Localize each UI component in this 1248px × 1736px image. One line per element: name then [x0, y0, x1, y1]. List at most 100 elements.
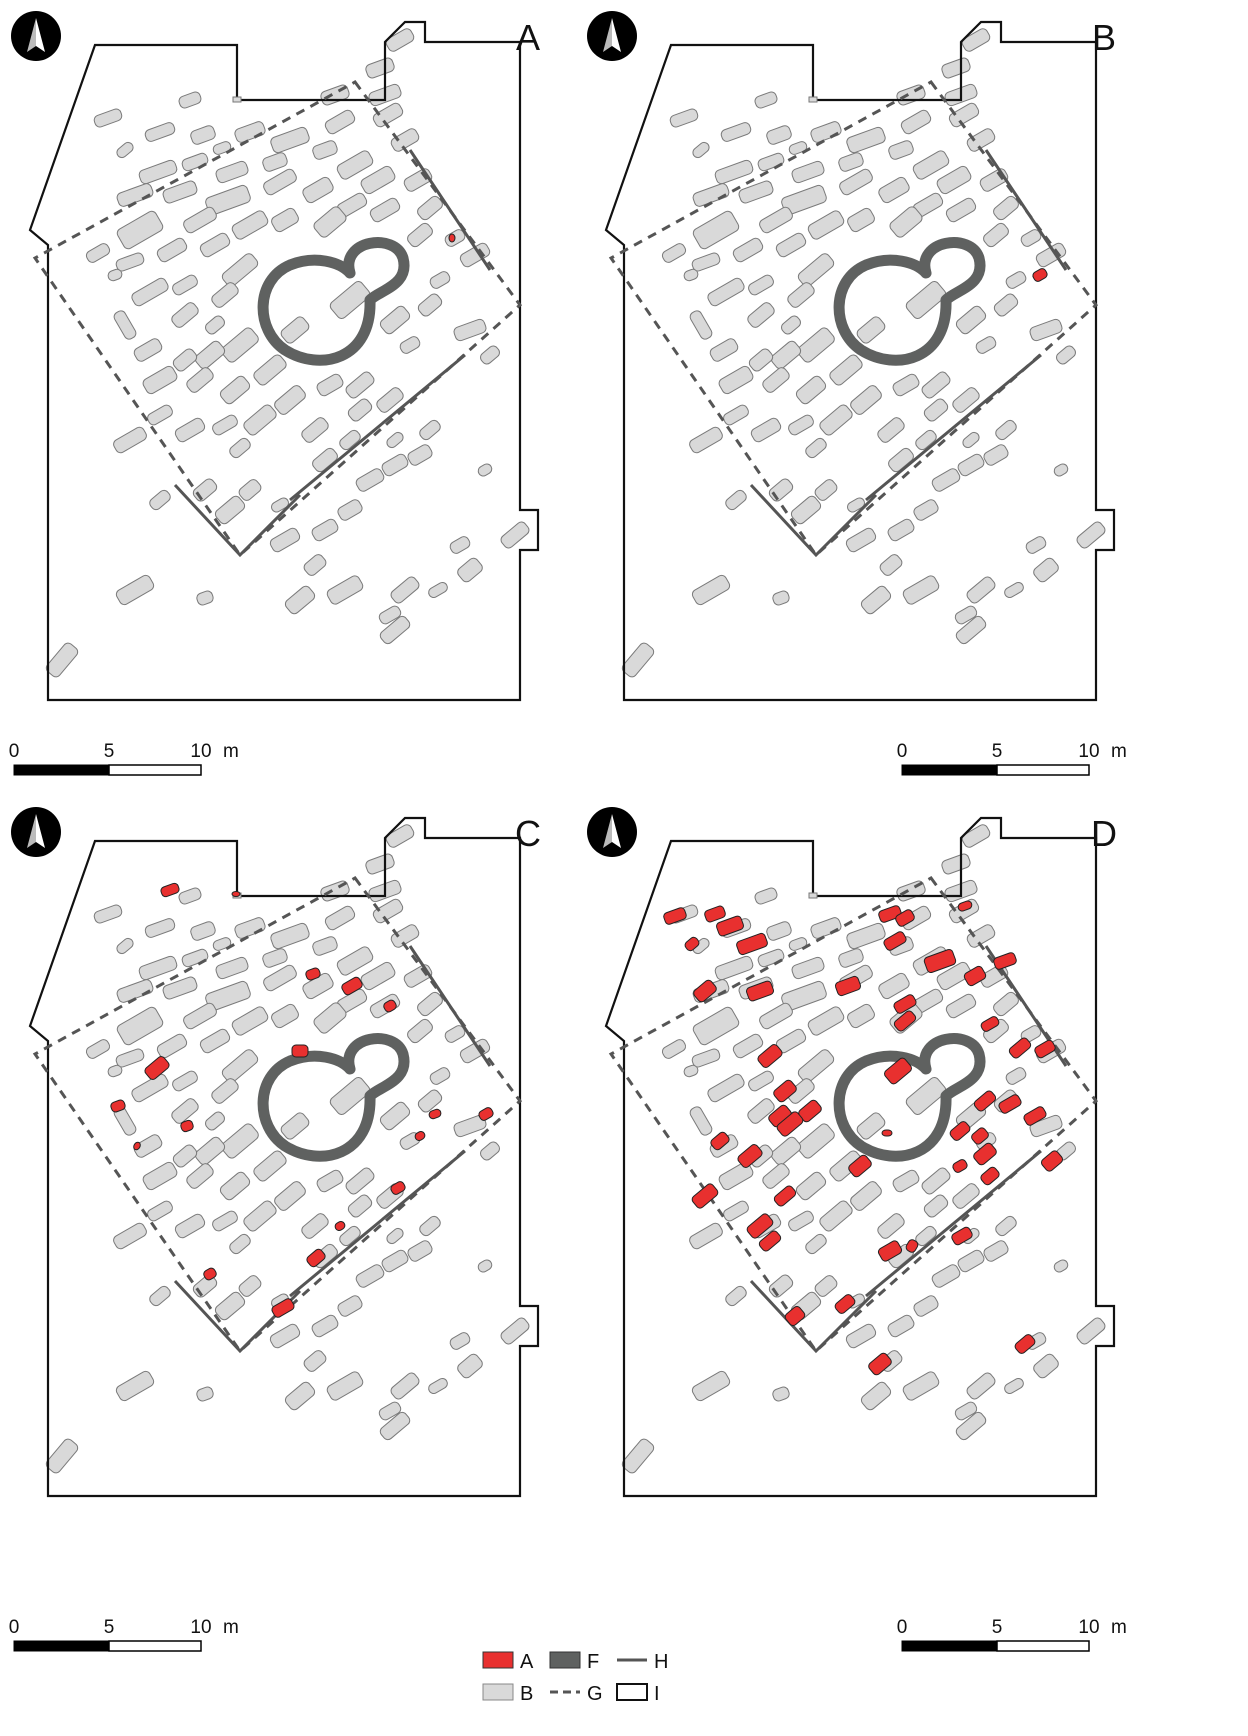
feature — [948, 102, 980, 128]
feature — [243, 404, 277, 436]
feature — [457, 1353, 483, 1379]
feature — [954, 1401, 978, 1421]
feature — [172, 348, 198, 372]
highlight-feature — [1014, 1334, 1036, 1354]
feature — [838, 152, 864, 172]
feature — [385, 28, 415, 52]
legend-label-A: A — [520, 1651, 534, 1673]
feature — [850, 1181, 882, 1211]
feature — [174, 1213, 206, 1239]
north-arrow-icon — [11, 807, 61, 857]
feature-group — [45, 28, 530, 678]
feature — [692, 210, 740, 250]
feature — [449, 1332, 471, 1350]
feature — [107, 1064, 123, 1078]
highlight-feature — [773, 1079, 797, 1103]
feature — [301, 1213, 329, 1239]
feature — [312, 936, 338, 956]
feature — [797, 1049, 835, 1083]
feature — [732, 237, 764, 263]
feature — [205, 1111, 225, 1131]
feature — [955, 305, 987, 335]
feature — [199, 232, 231, 258]
feature — [791, 956, 825, 980]
feature — [428, 582, 448, 598]
feature — [113, 426, 147, 454]
feature — [284, 585, 316, 615]
feature — [238, 1275, 262, 1297]
feature — [214, 1291, 246, 1321]
feature — [750, 417, 782, 443]
feature — [913, 1295, 939, 1317]
highlight-feature — [883, 931, 907, 951]
highlight-feature — [305, 967, 321, 981]
feature — [211, 1078, 239, 1104]
feature — [1033, 1353, 1059, 1379]
feature — [805, 437, 827, 459]
feature — [178, 887, 202, 905]
feature — [316, 373, 344, 397]
highlight-feature — [980, 1016, 1000, 1032]
feature — [775, 232, 807, 258]
feature — [952, 387, 980, 413]
feature — [172, 274, 198, 296]
feature — [172, 1144, 198, 1168]
feature — [459, 1038, 491, 1064]
feature — [234, 917, 266, 939]
map-panel-C: C — [11, 807, 541, 1496]
feature — [376, 387, 404, 413]
highlight-feature — [893, 1010, 917, 1032]
feature — [810, 917, 842, 939]
feature — [683, 1064, 699, 1078]
feature — [902, 575, 940, 605]
feature — [738, 180, 774, 204]
feature — [748, 1070, 774, 1092]
feature — [271, 207, 299, 233]
feature — [280, 316, 310, 344]
feature — [181, 948, 209, 968]
feature — [887, 518, 915, 542]
feature — [762, 1163, 790, 1189]
feature — [923, 398, 949, 422]
feature — [284, 1381, 316, 1411]
feature — [829, 354, 863, 386]
feature — [689, 426, 723, 454]
feature — [661, 1039, 687, 1059]
highlight-feature — [133, 1141, 141, 1151]
feature — [1004, 582, 1024, 598]
feature — [263, 168, 297, 196]
feature — [116, 1006, 164, 1046]
feature — [453, 318, 487, 342]
feature — [301, 417, 329, 443]
feature — [116, 183, 154, 207]
feature — [957, 453, 985, 477]
highlight-feature — [905, 1239, 919, 1253]
highlight-feature — [834, 975, 862, 997]
feature — [797, 327, 835, 363]
feature — [262, 152, 288, 172]
feature — [372, 898, 404, 924]
feature — [45, 1438, 79, 1474]
feature — [270, 126, 310, 154]
feature — [326, 1371, 364, 1401]
scale-unit-label: m — [223, 741, 239, 762]
feature — [215, 956, 249, 980]
feature — [347, 1194, 373, 1218]
feature — [181, 152, 209, 172]
highlight-feature — [478, 1107, 494, 1121]
feature — [316, 1169, 344, 1193]
feature — [178, 91, 202, 109]
feature — [116, 979, 154, 1003]
feature — [847, 207, 875, 233]
feature — [149, 1285, 171, 1307]
feature — [905, 1077, 947, 1115]
feature — [795, 1171, 827, 1201]
scale-tick-label: 5 — [992, 741, 1003, 762]
feature — [621, 642, 655, 678]
feature — [360, 961, 396, 991]
feature — [171, 1098, 199, 1124]
feature — [196, 1386, 214, 1402]
feature — [271, 1003, 299, 1029]
highlight-feature — [834, 1294, 856, 1314]
